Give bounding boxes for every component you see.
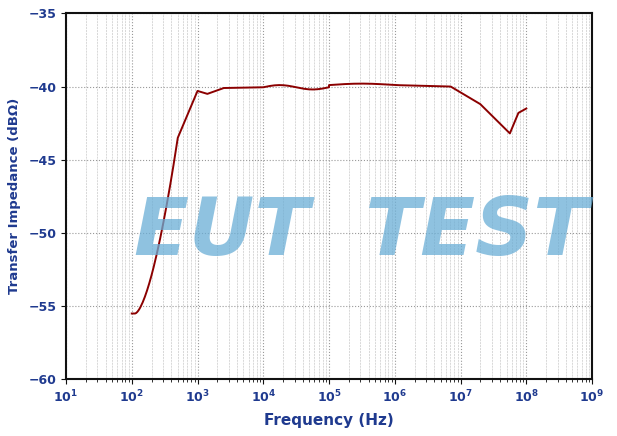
X-axis label: Frequency (Hz): Frequency (Hz) [264,412,394,428]
Y-axis label: Transfer Impedance (dBΩ): Transfer Impedance (dBΩ) [9,98,22,294]
Text: EUT  TEST: EUT TEST [134,194,587,272]
